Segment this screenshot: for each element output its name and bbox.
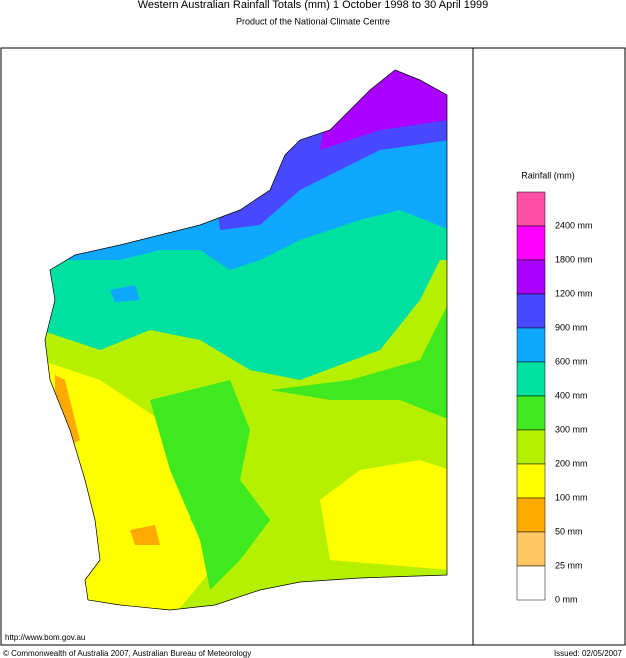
coastline — [44, 69, 448, 611]
legend-label: 2400 mm — [555, 220, 593, 230]
legend-swatch — [516, 191, 546, 227]
legend-label: 25 mm — [555, 560, 583, 570]
legend-swatch — [516, 225, 546, 261]
legend: 2400 mm 1800 mm 1200 mm 900 mm 600 mm 400 mm 3… — [516, 191, 593, 604]
legend-label: 100 mm — [555, 492, 588, 502]
legend-label: 600 mm — [555, 356, 588, 366]
legend-label: 400 mm — [555, 390, 588, 400]
legend-swatch — [516, 463, 546, 499]
legend-swatch — [516, 565, 546, 601]
legend-label: 0 mm — [555, 594, 578, 604]
copyright: © Commonwealth of Australia 2007, Austra… — [3, 649, 251, 658]
legend-swatch — [516, 259, 546, 295]
frame — [0, 47, 626, 646]
legend-swatch — [516, 497, 546, 533]
legend-label: 1200 mm — [555, 288, 593, 298]
legend-swatch — [516, 361, 546, 397]
issued: Issued: 02/05/2007 — [554, 649, 623, 658]
legend-swatch — [516, 395, 546, 431]
legend-swatch — [516, 327, 546, 363]
legend-label: 1800 mm — [555, 254, 593, 264]
legend-title: Rainfall (mm) — [521, 170, 575, 180]
subtitle: Product of the National Climate Centre — [236, 16, 390, 26]
url: http://www.bom.gov.au — [5, 633, 85, 642]
legend-label: 300 mm — [555, 424, 588, 434]
legend-label: 900 mm — [555, 322, 588, 332]
legend-swatch — [516, 293, 546, 329]
legend-swatch — [516, 429, 546, 465]
legend-label: 200 mm — [555, 458, 588, 468]
rainfall-map — [45, 70, 447, 610]
legend-swatch — [516, 531, 546, 567]
legend-label: 50 mm — [555, 526, 583, 536]
title: Western Australian Rainfall Totals (mm) … — [138, 0, 489, 11]
